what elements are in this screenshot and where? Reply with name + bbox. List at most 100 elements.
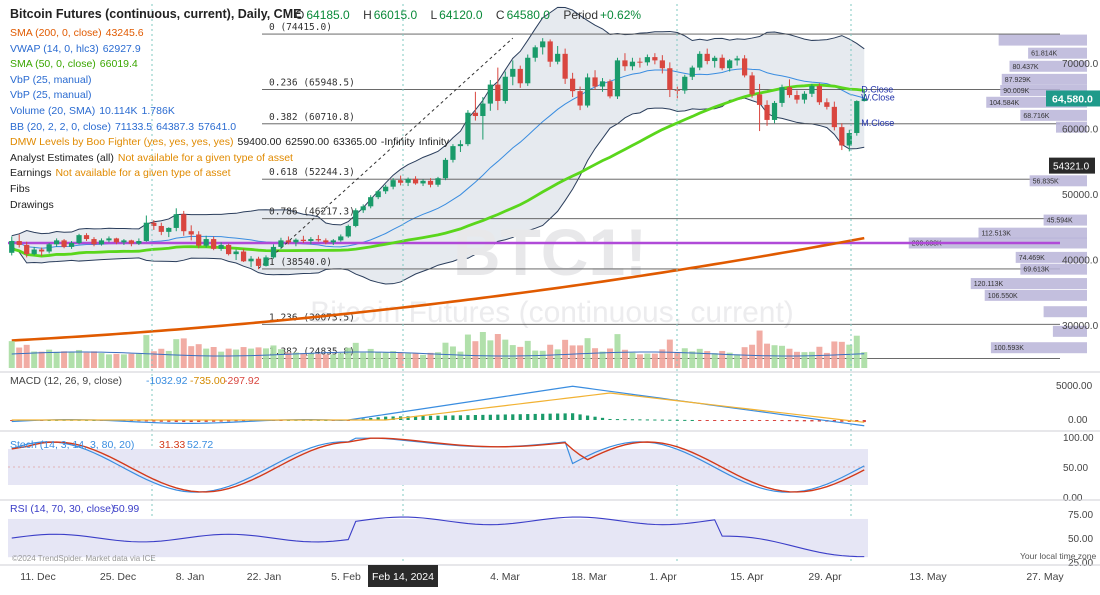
candle-body	[839, 127, 845, 146]
vbp-label: 68.716K	[1023, 113, 1049, 120]
volume-bar	[165, 350, 172, 368]
legend-item[interactable]: SMA (200, 0, close) 43245.6	[10, 27, 148, 39]
volume-bar	[360, 352, 367, 368]
volume-bar	[711, 353, 718, 368]
volume-bar	[345, 347, 352, 368]
legend-item-name: BB (20, 2, 2, 0, close)	[10, 120, 111, 133]
legend-item[interactable]: BB (20, 2, 2, 0, close) 71133.5 64387.3 576…	[10, 121, 240, 133]
volume-bar	[233, 349, 240, 368]
vbp-bar	[1029, 175, 1087, 187]
macd-signal-line	[11, 392, 865, 423]
macd-value: -1032.92	[146, 375, 188, 387]
legend-item[interactable]: Earnings Not available for a given type o…	[10, 167, 235, 179]
vbp-bar	[1009, 60, 1087, 72]
volume-bar	[801, 352, 808, 368]
vbp-bar	[986, 96, 1087, 108]
volume-bar	[779, 345, 785, 368]
macd-histogram-bar	[705, 420, 709, 421]
macd-histogram-bar	[608, 418, 612, 420]
vbp-bar	[1052, 325, 1087, 337]
x-axis-tick: 8. Jan	[176, 571, 205, 583]
stoch-axis-tick: 0.00	[1063, 493, 1083, 504]
volume-bar	[16, 347, 23, 368]
volume-bar	[322, 354, 329, 368]
legend-item-value: Not available for a given type of asset	[117, 151, 293, 164]
vbp-bar	[970, 278, 1087, 290]
candle-body	[218, 244, 224, 249]
volume-bar	[861, 352, 868, 368]
volume-bar	[31, 351, 38, 368]
vwap-line	[11, 68, 865, 249]
candle-body	[555, 53, 561, 62]
candle-body	[629, 61, 636, 67]
fib-level-label: 0.786 (46217.3)	[269, 207, 355, 218]
legend-item[interactable]: Volume (20, SMA) 10.114K 1.786K	[10, 105, 179, 117]
candle-body	[794, 95, 800, 100]
vbp-bar	[990, 342, 1087, 354]
legend-item[interactable]: VbP (25, manual)	[10, 89, 96, 101]
m-close-label: M.Close	[861, 118, 894, 128]
legend-item[interactable]: Analyst Estimates (all) Not available for…	[10, 152, 297, 164]
vbp-label: 87.929K	[1005, 77, 1031, 84]
vbp-bar	[1001, 73, 1087, 85]
candle-body	[203, 239, 209, 246]
candle-body	[644, 57, 651, 63]
macd-histogram-bar	[369, 417, 373, 420]
macd-histogram-bar	[384, 416, 388, 420]
volume-bar	[285, 352, 292, 368]
macd-histogram-bar	[578, 414, 582, 420]
macd-histogram-bar	[204, 420, 208, 422]
macd-histogram-bar	[197, 420, 201, 422]
legend-item[interactable]: DMW Levels by Boo Fighter (yes, yes, yes…	[10, 136, 453, 148]
period-value: +0.62%	[600, 8, 642, 22]
volume-bar	[367, 348, 374, 368]
candle-body	[614, 60, 621, 97]
macd-histogram-bar	[466, 415, 470, 420]
legend-item-value: 10.114K	[99, 105, 138, 117]
macd-histogram-bar	[615, 419, 620, 421]
volume-bar	[629, 352, 636, 368]
macd-histogram-bar	[167, 420, 171, 422]
volume-bar	[143, 335, 150, 368]
candle-body	[211, 239, 217, 249]
vbp-label: 80.437K	[1013, 64, 1039, 71]
legend-item-value: 1.786K	[141, 105, 175, 117]
candle-body	[809, 85, 815, 94]
candle-body	[83, 235, 90, 240]
macd-histogram-bar	[728, 420, 732, 421]
legend-item-name: VbP (25, manual)	[10, 73, 92, 86]
volume-bar	[457, 351, 464, 368]
legend-item[interactable]: Drawings	[10, 199, 58, 211]
legend-item[interactable]: SMA (50, 0, close) 66019.4	[10, 58, 142, 70]
volume-bar	[113, 353, 120, 368]
rsi-band	[8, 518, 868, 558]
volume-bar	[487, 340, 494, 368]
legend-item-value: 59400.00	[237, 136, 282, 149]
last-price-value: 64,580.0	[1052, 93, 1093, 105]
macd-histogram-bar	[533, 413, 537, 420]
crosshair-date-badge	[368, 565, 438, 587]
legend-item[interactable]: Fibs	[10, 183, 34, 195]
macd-histogram-bar	[518, 414, 522, 420]
volume-bar	[472, 341, 479, 368]
candle-body	[652, 57, 658, 61]
volume-bar	[816, 346, 823, 368]
legend-item[interactable]: VbP (25, manual)	[10, 74, 96, 86]
vbp-bar	[1015, 251, 1087, 263]
candle-body	[480, 103, 486, 117]
volume-bar	[397, 352, 404, 368]
macd-histogram-bar	[189, 420, 193, 423]
candle-body	[390, 180, 396, 187]
volume-bar	[68, 352, 75, 368]
volume-bar	[562, 339, 569, 368]
vbp-label: 69.613K	[1023, 267, 1049, 274]
volume-bar	[509, 345, 516, 368]
legend-item[interactable]: VWAP (14, 0, hlc3) 62927.9	[10, 43, 145, 55]
x-axis-tick: 1. Apr	[649, 571, 677, 583]
volume-bar	[659, 349, 666, 368]
x-axis-tick: 27. May	[1026, 571, 1064, 583]
candle-body	[330, 240, 336, 243]
volume-bar	[203, 348, 210, 368]
macd-histogram-bar	[541, 413, 545, 420]
